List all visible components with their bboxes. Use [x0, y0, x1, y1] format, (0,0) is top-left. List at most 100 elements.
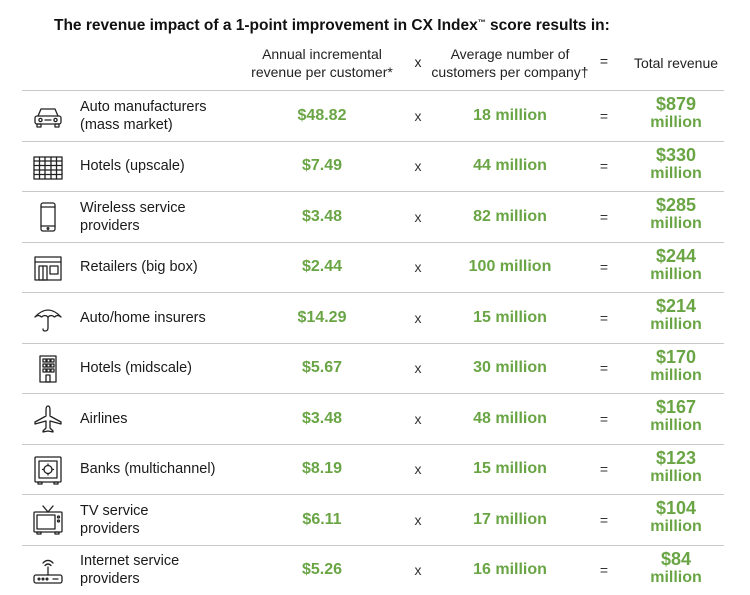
industry-label: Hotels (midscale)	[80, 344, 250, 394]
total-amount: $104	[632, 499, 720, 518]
equals-sign: =	[594, 495, 614, 545]
industry-label: Retailers (big box)	[80, 243, 250, 293]
revenue-per-customer: $6.11	[267, 495, 377, 545]
hotel-upscale-icon	[32, 151, 64, 183]
total-amount: $84	[632, 550, 720, 569]
store-icon	[32, 252, 64, 284]
equals-sign: =	[594, 142, 614, 192]
umbrella-icon	[32, 302, 64, 334]
total-unit: million	[632, 114, 720, 131]
total-amount: $167	[632, 398, 720, 417]
times-sign: x	[408, 495, 428, 545]
equals-sign: =	[594, 394, 614, 444]
equals-sign: =	[594, 445, 614, 495]
equals-sign: =	[594, 293, 614, 343]
customers-per-company: 16 million	[442, 546, 578, 595]
table-row: Retailers (big box) $2.44 x 100 million = $24…	[22, 242, 724, 293]
times-sign: x	[408, 243, 428, 293]
revenue-per-customer: $14.29	[267, 293, 377, 343]
industry-label: Auto/home insurers	[80, 293, 250, 343]
router-icon	[32, 555, 64, 587]
total-unit: million	[632, 468, 720, 485]
car-icon	[32, 100, 64, 132]
customers-per-company: 48 million	[442, 394, 578, 444]
total-amount: $170	[632, 348, 720, 367]
total-unit: million	[632, 518, 720, 535]
times-sign: x	[408, 344, 428, 394]
customers-per-company: 30 million	[442, 344, 578, 394]
total-amount: $330	[632, 146, 720, 165]
airplane-icon	[32, 403, 64, 435]
safe-icon	[32, 454, 64, 486]
revenue-per-customer: $8.19	[267, 445, 377, 495]
times-sign: x	[408, 445, 428, 495]
header-times: x	[408, 53, 428, 71]
times-sign: x	[408, 192, 428, 242]
total-unit: million	[632, 316, 720, 333]
hotel-midscale-icon	[32, 353, 64, 385]
total-unit: million	[632, 367, 720, 384]
revenue-per-customer: $2.44	[267, 243, 377, 293]
mobile-phone-icon	[32, 201, 64, 233]
times-sign: x	[408, 293, 428, 343]
total-unit: million	[632, 165, 720, 182]
industry-label: Hotels (upscale)	[80, 142, 250, 192]
customers-per-company: 100 million	[442, 243, 578, 293]
industry-label: Airlines	[80, 394, 250, 444]
equals-sign: =	[594, 243, 614, 293]
total-amount: $285	[632, 196, 720, 215]
total-amount: $214	[632, 297, 720, 316]
table-row: Banks (multichannel) $8.19 x 15 million = $12…	[22, 444, 724, 495]
page-title: The revenue impact of a 1-point improvem…	[54, 17, 610, 35]
customers-per-company: 15 million	[442, 445, 578, 495]
revenue-per-customer: $5.67	[267, 344, 377, 394]
revenue-per-customer: $7.49	[267, 142, 377, 192]
revenue-per-customer: $3.48	[267, 394, 377, 444]
times-sign: x	[408, 546, 428, 595]
revenue-per-customer: $5.26	[267, 546, 377, 595]
equals-sign: =	[594, 91, 614, 141]
customers-per-company: 15 million	[442, 293, 578, 343]
total-unit: million	[632, 215, 720, 232]
times-sign: x	[408, 394, 428, 444]
total-unit: million	[632, 266, 720, 283]
customers-per-company: 17 million	[442, 495, 578, 545]
equals-sign: =	[594, 192, 614, 242]
header-equals: =	[594, 52, 614, 70]
total-unit: million	[632, 417, 720, 434]
tv-icon	[32, 504, 64, 536]
total-amount: $123	[632, 449, 720, 468]
header-total-revenue: Total revenue	[626, 54, 726, 72]
industry-label: Auto manufacturers(mass market)	[80, 91, 250, 141]
total-amount: $244	[632, 247, 720, 266]
industry-label: Banks (multichannel)	[80, 445, 250, 495]
customers-per-company: 18 million	[442, 91, 578, 141]
times-sign: x	[408, 142, 428, 192]
total-amount: $879	[632, 95, 720, 114]
revenue-per-customer: $3.48	[267, 192, 377, 242]
customers-per-company: 82 million	[442, 192, 578, 242]
equals-sign: =	[594, 546, 614, 595]
